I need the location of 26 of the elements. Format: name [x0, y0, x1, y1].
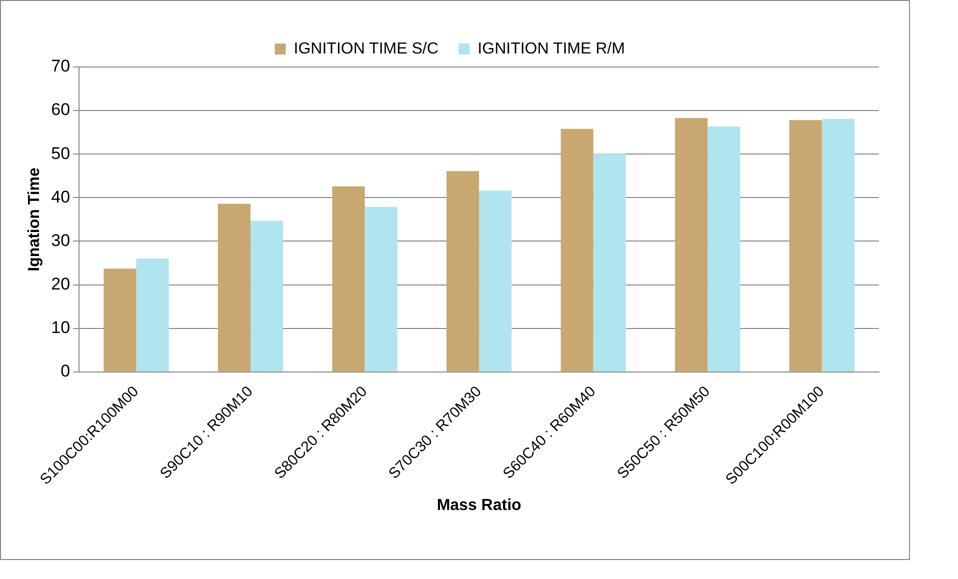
legend-label: IGNITION TIME S/C — [294, 40, 438, 58]
y-tick-label: 70 — [51, 56, 70, 76]
y-tick-label: 10 — [51, 318, 70, 338]
y-tick-label: 30 — [51, 230, 70, 250]
bar — [560, 128, 594, 372]
bar — [593, 154, 626, 372]
bar — [822, 118, 854, 372]
bar — [104, 268, 136, 372]
legend-label: IGNITION TIME R/M — [478, 40, 625, 58]
y-axis-title: Ignation Time — [26, 168, 44, 272]
bar — [218, 204, 251, 372]
y-tick-label: 40 — [51, 187, 70, 206]
bar — [364, 206, 398, 372]
bar — [479, 190, 512, 372]
y-tick-label: 20 — [51, 274, 70, 294]
bar — [136, 258, 169, 372]
y-tick-label: 0 — [60, 362, 70, 381]
bar — [250, 220, 284, 372]
y-tick-label: 50 — [51, 144, 70, 163]
bar — [789, 120, 822, 372]
bar — [675, 118, 708, 372]
bar — [708, 126, 740, 372]
bar — [332, 186, 365, 372]
y-tick-label: 60 — [51, 100, 70, 120]
bar — [446, 171, 480, 372]
x-axis-title: Mass Ratio — [436, 496, 522, 514]
